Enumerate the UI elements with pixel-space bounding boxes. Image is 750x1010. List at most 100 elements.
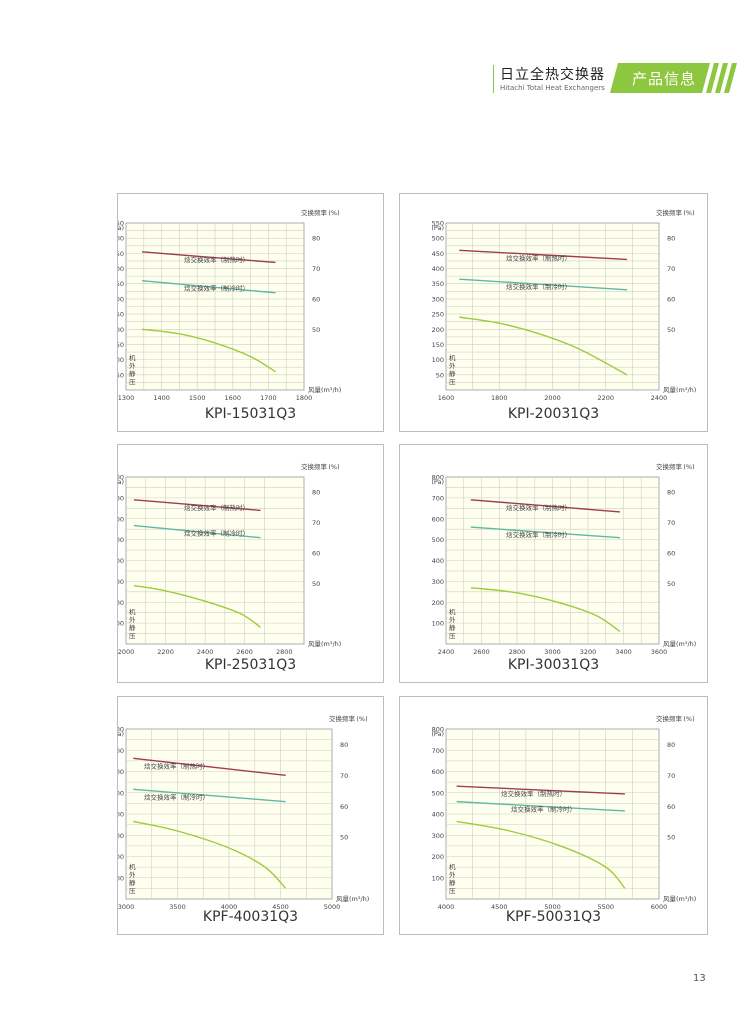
y-tick-label: 300 bbox=[432, 295, 444, 303]
brand-subtitle: Hitachi Total Heat Exchangers bbox=[500, 84, 605, 92]
model-name: KPI-30031Q3 bbox=[507, 657, 600, 673]
x-axis-label: 风量(m³/h) bbox=[308, 386, 341, 394]
y-tick-label: 300 bbox=[432, 832, 444, 840]
y-tick-label: 500 bbox=[118, 235, 124, 243]
chart-svg: 100 200 300 400 500 600 700 800 2400 2600 2800 3000… bbox=[431, 462, 696, 656]
y-tick-label: 400 bbox=[432, 557, 444, 565]
y-tick-label: 200 bbox=[432, 326, 444, 334]
cooling-curve bbox=[459, 278, 628, 291]
pressure-curve bbox=[141, 328, 276, 373]
y-unit-label: (Pa) bbox=[118, 730, 124, 738]
y-tick-label: 400 bbox=[118, 811, 124, 819]
page-header: 日立全热交换器 Hitachi Total Heat Exchangers 产品… bbox=[475, 60, 750, 100]
cooling-series-label: 焓交换效率（制冷时） bbox=[511, 805, 576, 814]
x-tick-label: 2000 bbox=[118, 648, 134, 656]
y-unit-label: (Pa) bbox=[431, 224, 444, 232]
x-tick-label: 2400 bbox=[197, 648, 214, 656]
heating-series-label: 焓交换效率（制热时） bbox=[501, 789, 566, 798]
y-tick-label: 600 bbox=[118, 515, 124, 523]
heating-curve bbox=[459, 249, 628, 261]
x-tick-label: 6000 bbox=[651, 903, 668, 911]
y2-tick-label: 80 bbox=[667, 741, 675, 749]
heating-series-label: 焓交换效率（制热时） bbox=[506, 253, 571, 262]
heating-series-label: 焓交换效率（制热时） bbox=[506, 503, 571, 512]
x-tick-label: 3000 bbox=[544, 648, 561, 656]
y-tick-label: 50 bbox=[436, 371, 444, 379]
chart-svg: 100 200 300 400 500 600 700 800 3000 3500 4000 4500… bbox=[118, 714, 369, 911]
x-tick-label: 3200 bbox=[580, 648, 597, 656]
section-label: 产品信息 bbox=[632, 70, 697, 88]
x-tick-label: 5000 bbox=[324, 903, 341, 911]
model-name: KPF-40031Q3 bbox=[202, 909, 299, 925]
cooling-series-label: 焓交换效率（制冷时） bbox=[184, 284, 249, 293]
y-tick-label: 600 bbox=[432, 515, 444, 523]
heating-curve bbox=[141, 251, 276, 264]
cooling-curve bbox=[133, 524, 261, 539]
model-name: KPF-50031Q3 bbox=[505, 909, 602, 925]
cooling-curve bbox=[141, 279, 276, 294]
y2-title-label: 交换频率 bbox=[656, 462, 683, 471]
y2-tick-label: 50 bbox=[312, 580, 320, 588]
y-tick-label: 550 bbox=[118, 220, 124, 228]
heating-curve bbox=[470, 499, 621, 513]
y2-unit-label: (%) bbox=[356, 715, 367, 723]
y-tick-label: 700 bbox=[432, 747, 444, 755]
y-tick-label: 700 bbox=[432, 494, 444, 502]
chart-card-kpf-40031q3: 100 200 300 400 500 600 700 800 3000 3500 4000 4500… bbox=[117, 696, 384, 935]
heating-curve bbox=[133, 757, 286, 777]
pressure-curve bbox=[470, 586, 621, 633]
y2-tick-label: 60 bbox=[312, 549, 320, 557]
y-tick-label: 100 bbox=[432, 356, 444, 364]
y-tick-label: 400 bbox=[118, 557, 124, 565]
y2-tick-label: 70 bbox=[667, 519, 675, 527]
x-tick-label: 2600 bbox=[236, 648, 253, 656]
y-tick-label: 500 bbox=[118, 536, 124, 544]
y2-tick-label: 70 bbox=[312, 265, 320, 273]
y-tick-label: 450 bbox=[432, 250, 444, 258]
x-tick-label: 1300 bbox=[118, 394, 134, 402]
y-tick-label: 600 bbox=[118, 768, 124, 776]
y-tick-label: 800 bbox=[432, 474, 444, 482]
y-tick-label: 400 bbox=[432, 811, 444, 819]
y-tick-label: 300 bbox=[118, 832, 124, 840]
y-axis-label: 机外静压 bbox=[449, 862, 456, 895]
x-tick-label: 2800 bbox=[276, 648, 293, 656]
y2-tick-label: 60 bbox=[312, 295, 320, 303]
y-tick-label: 100 bbox=[432, 620, 444, 628]
x-tick-label: 1700 bbox=[260, 394, 277, 402]
cooling-series-label: 焓交换效率（制冷时） bbox=[506, 282, 571, 291]
y-axis-label: 机外静压 bbox=[129, 862, 136, 895]
x-tick-label: 3000 bbox=[118, 903, 134, 911]
y2-tick-label: 80 bbox=[667, 235, 675, 243]
y-tick-label: 800 bbox=[118, 726, 124, 734]
x-axis-label: 风量(m³/h) bbox=[663, 386, 696, 394]
x-tick-label: 4000 bbox=[438, 903, 455, 911]
y-tick-label: 100 bbox=[118, 356, 124, 364]
x-tick-label: 5500 bbox=[597, 903, 614, 911]
x-tick-label: 1500 bbox=[189, 394, 206, 402]
y-tick-label: 300 bbox=[432, 578, 444, 586]
section-banner: 产品信息 bbox=[610, 63, 740, 93]
chart-card-kpi-25031q3: 100 200 300 400 500 600 700 800 2000 2200 2400 2600… bbox=[117, 444, 384, 683]
chart-svg: 100 200 300 400 500 600 700 800 2000 2200 2400 2600… bbox=[118, 462, 341, 656]
x-tick-label: 2600 bbox=[473, 648, 490, 656]
y-tick-label: 500 bbox=[432, 536, 444, 544]
x-tick-label: 1600 bbox=[225, 394, 242, 402]
y-tick-label: 800 bbox=[118, 474, 124, 482]
y2-title-label: 交换频率 bbox=[656, 208, 683, 217]
y-tick-label: 700 bbox=[118, 494, 124, 502]
y-tick-label: 200 bbox=[118, 326, 124, 334]
y-axis-label: 机外静压 bbox=[129, 353, 136, 386]
y2-tick-label: 60 bbox=[667, 295, 675, 303]
y-axis-label: 机外静压 bbox=[129, 607, 136, 640]
y2-tick-label: 50 bbox=[312, 326, 320, 334]
cooling-curve bbox=[470, 526, 620, 539]
x-tick-label: 1600 bbox=[438, 394, 455, 402]
y-tick-label: 150 bbox=[432, 341, 444, 349]
y-tick-label: 450 bbox=[118, 250, 124, 258]
pressure-curve bbox=[459, 316, 628, 376]
y-tick-label: 400 bbox=[118, 265, 124, 273]
x-tick-label: 5000 bbox=[544, 903, 561, 911]
y-axis-label: 机外静压 bbox=[449, 607, 456, 640]
y-tick-label: 250 bbox=[118, 311, 124, 319]
